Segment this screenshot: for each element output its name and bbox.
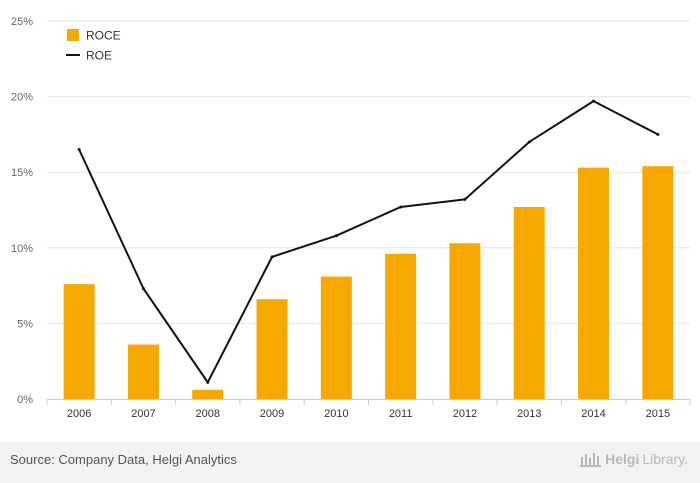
legend-label-roe: ROE — [86, 49, 112, 63]
bar-roce-2011 — [385, 253, 417, 399]
y-tick-label: 15% — [11, 167, 33, 179]
x-tick-label: 2007 — [131, 408, 155, 420]
point-roe-2010 — [334, 234, 338, 238]
point-roe-2011 — [399, 205, 403, 209]
point-roe-2014 — [592, 99, 596, 103]
y-tick-label: 20% — [11, 92, 33, 104]
x-tick-label: 2006 — [67, 408, 91, 420]
x-tick-label: 2015 — [646, 408, 670, 420]
point-roe-2012 — [463, 197, 467, 201]
bar-roce-2014 — [578, 167, 610, 399]
bar-roce-2015 — [642, 166, 674, 399]
x-tick-label: 2014 — [581, 408, 605, 420]
brand-main: Helgi — [605, 451, 640, 467]
point-roe-2009 — [270, 255, 274, 259]
chart: 0% 5% 10% 15% 20% 25% 2006 2007 2008 2009 2010 2011… — [11, 16, 691, 420]
legend-swatch-roce — [67, 29, 79, 41]
y-tick-label: 5% — [17, 318, 33, 330]
point-roe-2015 — [656, 132, 660, 136]
line-roe — [78, 100, 659, 384]
point-roe-2007 — [141, 287, 145, 291]
bar-roce-2006 — [63, 284, 95, 399]
x-tick-label: 2008 — [196, 408, 220, 420]
x-tick-label: 2009 — [260, 408, 284, 420]
x-tick-label: 2010 — [324, 408, 348, 420]
helgi-library-logo[interactable]: Helgi Library. — [580, 451, 688, 467]
bar-roce-2012 — [449, 243, 481, 399]
bar-roce-2007 — [127, 344, 159, 399]
y-tick-label: 10% — [11, 243, 33, 255]
bar-roce-2008 — [192, 389, 224, 399]
y-tick-label: 0% — [17, 394, 33, 406]
legend-label-roce: ROCE — [86, 29, 121, 43]
library-logo-icon — [580, 453, 602, 467]
footer: Source: Company Data, Helgi Analytics He… — [0, 442, 700, 483]
point-roe-2013 — [527, 140, 531, 144]
brand-sub: Library. — [642, 451, 688, 467]
source-note: Source: Company Data, Helgi Analytics — [10, 452, 237, 467]
y-tick-label: 25% — [11, 16, 33, 28]
point-roe-2008 — [206, 380, 210, 384]
bar-roce-2009 — [256, 299, 288, 399]
x-tick-label: 2011 — [389, 408, 413, 420]
bar-roce-2010 — [320, 276, 352, 399]
x-tick-label: 2012 — [453, 408, 477, 420]
bar-roce-2013 — [513, 206, 545, 399]
x-tick-label: 2013 — [517, 408, 541, 420]
point-roe-2006 — [77, 148, 81, 152]
